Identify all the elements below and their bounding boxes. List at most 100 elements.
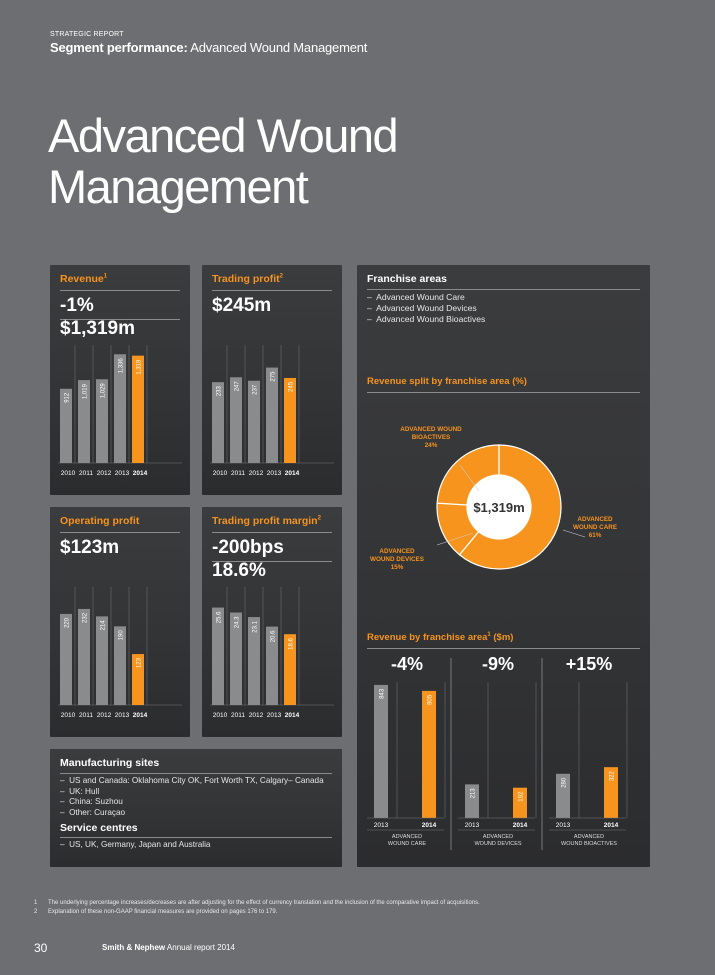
bar-value-label: 1,019: [83, 383, 89, 399]
revenue-panel: Revenue1 -1% $1,319m 912 2010 1,019 2011 1,0…: [50, 265, 190, 495]
list-item: – Advanced Wound Devices: [367, 303, 477, 313]
bar-value-label: 232: [83, 612, 89, 623]
bar: [78, 608, 90, 705]
footnote-num: 2: [34, 909, 38, 915]
x-tick-label: 2013: [115, 470, 130, 477]
divider: [60, 837, 332, 838]
trading-profit-title-text: Trading profit: [212, 273, 280, 285]
list-item: – Advanced Wound Bioactives: [367, 314, 486, 324]
list-item: – China: Suzhou: [60, 797, 123, 806]
rev-franchise-title-text: Revenue by franchise area: [367, 632, 488, 644]
service-list: – US, UK, Germany, Japan and Australia: [60, 840, 211, 851]
section-subhead: Segment performance: Advanced Wound Mana…: [50, 40, 367, 55]
x-tick-label: 2012: [249, 470, 264, 477]
operating-profit-title: Operating profit: [60, 515, 140, 527]
bar: [513, 787, 527, 818]
bar-value-label: 18.6: [289, 638, 295, 650]
manufacturing-panel: Manufacturing sites – US and Canada: Okl…: [50, 749, 342, 867]
group-name-line2: WOUND CARE: [388, 841, 427, 847]
footnote-2: 2 Explanation of these non-GAAP financial…: [34, 909, 277, 915]
x-tick-label: 2011: [231, 712, 245, 719]
bar: [114, 626, 126, 705]
bar-value-label: 275: [271, 371, 277, 382]
divider: [60, 532, 180, 533]
subhead-rest: Advanced Wound Management: [187, 40, 368, 55]
bar-value-label: 247: [235, 381, 241, 392]
donut-label-pct: 24%: [425, 442, 438, 449]
bar: [604, 767, 618, 818]
group-change-label: -4%: [391, 654, 423, 674]
x-tick-label: 2010: [61, 470, 76, 477]
bar-value-label: 1,319: [137, 359, 143, 375]
trading-margin-title-text: Trading profit margin: [212, 515, 318, 527]
group-change-label: -9%: [482, 654, 514, 674]
leader-line: [459, 464, 480, 492]
list-item-text: China: Suzhou: [69, 797, 123, 806]
donut-label-pct: 15%: [391, 564, 404, 571]
bar-value-label: 190: [119, 630, 125, 641]
bar: [96, 379, 108, 463]
bar: [60, 613, 72, 705]
x-tick-label: 2010: [213, 712, 228, 719]
bar: [212, 607, 224, 705]
bar-value-label: 213: [471, 788, 477, 799]
page-number: 30: [34, 941, 48, 955]
bar: [132, 355, 144, 463]
trading-profit-panel: Trading profit2 $245m 233 2010 247 2011 237 2…: [202, 265, 342, 495]
page-title: Advanced Wound Management: [48, 110, 399, 212]
operating-profit-panel: Operating profit $123m 220 2010 232 2011 214…: [50, 507, 190, 737]
divider: [367, 648, 640, 649]
x-tick-label: 2010: [213, 470, 228, 477]
list-item: – Other: Curaçao: [60, 807, 126, 817]
bar-value-label: 123: [137, 657, 143, 668]
revenue-title-text: Revenue: [60, 273, 104, 285]
bar: [78, 380, 90, 463]
group-name-line2: WOUND DEVICES: [474, 841, 521, 847]
donut-label-line2: BIOACTIVES: [412, 434, 451, 441]
trading-margin-change: -200bps: [212, 537, 284, 558]
bar: [465, 784, 479, 818]
x-tick-label: 2011: [231, 470, 245, 477]
bar: [132, 654, 144, 705]
bar: [284, 634, 296, 705]
trading-profit-title: Trading profit2: [212, 273, 283, 285]
bar: [422, 690, 436, 818]
x-tick-label: 2012: [97, 712, 112, 719]
donut-label-line2: WOUND DEVICES: [370, 556, 424, 563]
revenue-change: -1%: [60, 295, 94, 316]
franchise-title: Franchise areas: [367, 273, 447, 285]
revenue-title: Revenue1: [60, 273, 107, 285]
list-item-text: Other: Curaçao: [69, 807, 126, 817]
bar-value-label: 24.3: [235, 616, 241, 628]
divider: [212, 532, 332, 533]
x-tick-label: 2011: [79, 712, 93, 719]
bar-value-label: 220: [65, 617, 71, 628]
trading-margin-panel: Trading profit margin2 -200bps 18.6% 25.…: [202, 507, 342, 737]
rev-franchise-title: Revenue by franchise area1 ($m): [367, 632, 513, 643]
divider: [367, 392, 640, 393]
manufacturing-list: – US and Canada: Oklahoma City OK, Fort …: [60, 776, 324, 818]
revenue-chart: 912 2010 1,019 2011 1,029 2012 1,336 2013 1,319 2…: [58, 345, 182, 477]
x-tick-label: 2014: [422, 822, 437, 829]
bar: [230, 612, 242, 705]
bar-value-label: 23.1: [253, 620, 259, 632]
x-tick-label: 2014: [604, 822, 619, 829]
franchise-list: – Advanced Wound Care – Advanced Wound D…: [367, 292, 485, 325]
divider: [367, 289, 640, 290]
rev-franchise-ref: 1: [487, 632, 491, 638]
group-name-line1: ADVANCED: [483, 834, 513, 840]
x-tick-label: 2014: [133, 470, 148, 477]
operating-profit-chart: 220 2010 232 2011 214 2012 190 2013 123 2014: [58, 587, 182, 719]
footer-brand-bold: Smith & Nephew: [102, 943, 166, 952]
footer-brand-rest: Annual report 2014: [165, 943, 235, 952]
bar-value-label: 192: [519, 791, 525, 802]
trading-profit-value: $245m: [212, 295, 272, 316]
list-item: – US, UK, Germany, Japan and Australia: [60, 840, 211, 849]
footnote-text: The underlying percentage increases/decr…: [48, 900, 480, 906]
split-title: Revenue split by franchise area (%): [367, 376, 527, 387]
divider: [212, 561, 332, 562]
bar: [284, 377, 296, 463]
bar-value-label: 233: [217, 385, 223, 396]
list-item: – US and Canada: Oklahoma City OK, Fort …: [60, 776, 324, 785]
manufacturing-title: Manufacturing sites: [60, 757, 160, 769]
